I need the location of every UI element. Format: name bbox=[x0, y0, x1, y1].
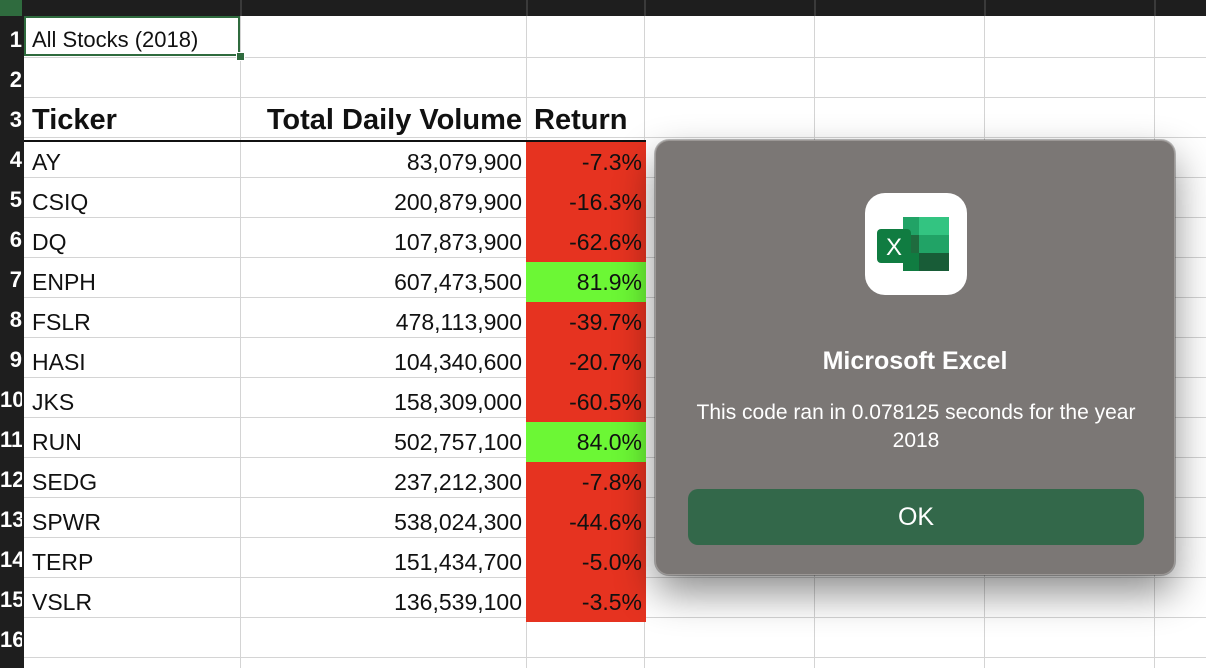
ok-button[interactable]: OK bbox=[688, 489, 1144, 545]
ticker-cell[interactable]: VSLR bbox=[32, 589, 93, 615]
volume-cell[interactable]: 151,434,700 bbox=[394, 549, 522, 575]
return-cell[interactable]: -20.7% bbox=[526, 342, 646, 382]
column-header-divider[interactable] bbox=[984, 0, 986, 16]
select-all-corner[interactable] bbox=[0, 0, 22, 16]
header-total-daily-volume[interactable]: Total Daily Volume bbox=[266, 104, 522, 136]
row-number[interactable]: 7 bbox=[9, 267, 22, 292]
dialog-message: This code ran in 0.078125 seconds for th… bbox=[696, 401, 1136, 452]
fill-handle[interactable] bbox=[236, 52, 245, 61]
row-number[interactable]: 14 bbox=[0, 547, 22, 572]
ticker-cell[interactable]: RUN bbox=[32, 429, 82, 455]
volume-cell[interactable]: 136,539,100 bbox=[394, 589, 522, 615]
return-cell[interactable]: 81.9% bbox=[526, 262, 646, 302]
ticker-cell[interactable]: SPWR bbox=[32, 509, 101, 535]
row-number[interactable]: 15 bbox=[0, 587, 22, 612]
row-number[interactable]: 9 bbox=[9, 347, 22, 372]
column-header-divider[interactable] bbox=[644, 0, 646, 16]
return-cell[interactable]: -5.0% bbox=[526, 542, 646, 582]
selected-cell-border bbox=[24, 16, 240, 56]
return-cell[interactable]: -60.5% bbox=[526, 382, 646, 422]
column-header-bar bbox=[0, 0, 1206, 16]
row-number[interactable]: 2 bbox=[9, 67, 22, 92]
row-number[interactable]: 3 bbox=[9, 107, 22, 132]
ticker-cell[interactable]: SEDG bbox=[32, 469, 98, 495]
row-number[interactable]: 1 bbox=[9, 27, 22, 52]
return-cell[interactable]: -16.3% bbox=[526, 182, 646, 222]
return-cell[interactable]: -3.5% bbox=[526, 582, 646, 622]
ticker-cell[interactable]: TERP bbox=[32, 549, 94, 575]
ticker-cell[interactable]: CSIQ bbox=[32, 189, 89, 215]
volume-cell[interactable]: 158,309,000 bbox=[394, 389, 522, 415]
column-header-divider[interactable] bbox=[814, 0, 816, 16]
volume-cell[interactable]: 107,873,900 bbox=[394, 229, 522, 255]
svg-text:X: X bbox=[886, 234, 902, 261]
volume-cell[interactable]: 83,079,900 bbox=[406, 149, 522, 175]
dialog-title: Microsoft Excel bbox=[822, 347, 1008, 375]
row-number[interactable]: 16 bbox=[0, 627, 22, 652]
header-return[interactable]: Return bbox=[534, 104, 628, 136]
return-cell[interactable]: -7.8% bbox=[526, 462, 646, 502]
ticker-cell[interactable]: JKS bbox=[32, 389, 75, 415]
row-number[interactable]: 13 bbox=[0, 507, 22, 532]
title-cell[interactable]: All Stocks (2018) bbox=[32, 27, 199, 52]
volume-cell[interactable]: 538,024,300 bbox=[394, 509, 522, 535]
volume-cell[interactable]: 607,473,500 bbox=[394, 269, 522, 295]
return-cell[interactable]: 84.0% bbox=[526, 422, 646, 462]
return-cell[interactable]: -62.6% bbox=[526, 222, 646, 262]
row-number[interactable]: 8 bbox=[9, 307, 22, 332]
return-cell[interactable]: -44.6% bbox=[526, 502, 646, 542]
ticker-cell[interactable]: HASI bbox=[32, 349, 86, 375]
column-header-divider[interactable] bbox=[526, 0, 528, 16]
header-bottom-border bbox=[24, 140, 646, 142]
row-header-column: 1 2 3 4 5 6 7 8 9 10 11 12 13 14 15 16 bbox=[0, 16, 24, 668]
volume-cell[interactable]: 104,340,600 bbox=[394, 349, 522, 375]
ticker-cell[interactable]: AY bbox=[32, 149, 61, 175]
volume-cell[interactable]: 478,113,900 bbox=[395, 309, 522, 335]
excel-app-icon: X bbox=[865, 193, 967, 295]
row-number[interactable]: 6 bbox=[9, 227, 22, 252]
header-ticker[interactable]: Ticker bbox=[32, 104, 117, 136]
volume-cell[interactable]: 200,879,900 bbox=[394, 189, 522, 215]
ticker-cell[interactable]: FSLR bbox=[32, 309, 91, 335]
row-number[interactable]: 4 bbox=[9, 147, 22, 172]
alert-dialog: X Microsoft Excel This code ran in 0.078… bbox=[655, 140, 1175, 575]
row-number[interactable]: 12 bbox=[0, 467, 22, 492]
ticker-cell[interactable]: DQ bbox=[32, 229, 67, 255]
volume-cell[interactable]: 237,212,300 bbox=[394, 469, 522, 495]
column-header-divider[interactable] bbox=[1154, 0, 1156, 16]
row-number[interactable]: 5 bbox=[9, 187, 22, 212]
volume-cell[interactable]: 502,757,100 bbox=[394, 429, 522, 455]
ticker-cell[interactable]: ENPH bbox=[32, 269, 96, 295]
return-cell[interactable]: -39.7% bbox=[526, 302, 646, 342]
row-number[interactable]: 10 bbox=[0, 387, 22, 412]
return-cell[interactable]: -7.3% bbox=[526, 142, 646, 182]
column-header-divider[interactable] bbox=[240, 0, 242, 16]
row-number[interactable]: 11 bbox=[0, 427, 22, 452]
